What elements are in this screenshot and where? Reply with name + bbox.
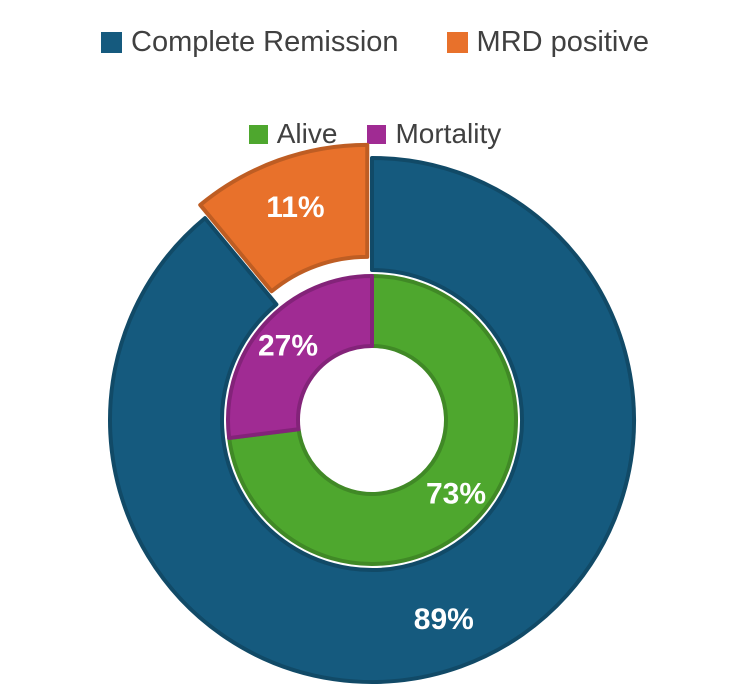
outer-legend: Complete Remission MRD positive — [0, 26, 750, 59]
legend-swatch-alive — [248, 124, 268, 144]
slice-complete-remission[interactable] — [108, 156, 636, 684]
legend-swatch-mortality — [367, 124, 387, 144]
slice-mortality[interactable] — [226, 274, 374, 441]
legend-swatch-mrd-positive — [446, 32, 468, 53]
legend-item-mrd-positive[interactable]: MRD positive — [446, 26, 649, 59]
legend-item-mortality[interactable]: Mortality — [367, 118, 501, 150]
data-label-mortality: 27% — [258, 329, 318, 362]
legend-label-mrd-positive: MRD positive — [476, 26, 649, 58]
legend-label-complete-remission: Complete Remission — [131, 26, 399, 58]
slice-alive[interactable] — [227, 274, 519, 566]
slice-mrd-positive[interactable] — [198, 142, 370, 294]
data-label-mrd-positive: 11% — [266, 191, 324, 224]
data-label-complete-remission: 89% — [414, 603, 474, 636]
legend-item-complete-remission[interactable]: Complete Remission — [101, 26, 399, 59]
legend-item-alive[interactable]: Alive — [248, 118, 338, 150]
legend-label-mortality: Mortality — [395, 118, 502, 149]
legend-swatch-complete-remission — [101, 32, 122, 53]
legend-label-alive: Alive — [276, 118, 338, 149]
data-label-alive: 73% — [426, 478, 486, 511]
inner-legend: Alive Mortality — [0, 118, 750, 150]
